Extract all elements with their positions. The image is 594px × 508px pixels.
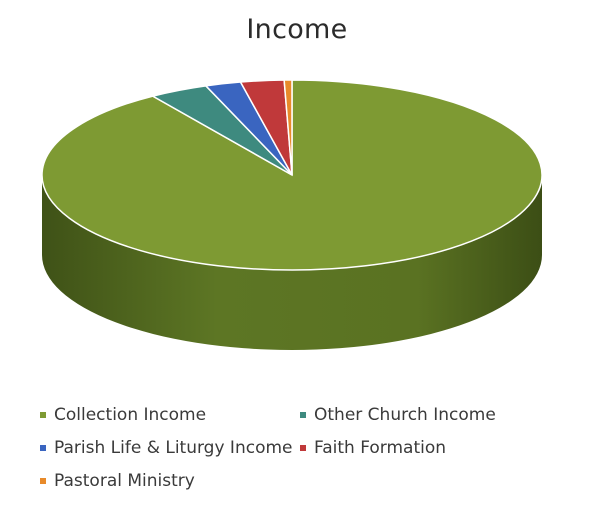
legend-label: Other Church Income <box>314 405 496 425</box>
legend-swatch <box>300 445 306 451</box>
legend-swatch <box>40 412 46 418</box>
legend-item: Parish Life & Liturgy Income <box>40 438 293 458</box>
chart-title: Income <box>246 14 348 45</box>
legend-swatch <box>40 445 46 451</box>
legend-label: Parish Life & Liturgy Income <box>54 438 293 458</box>
legend-item: Other Church Income <box>300 405 496 425</box>
legend-swatch <box>40 478 46 484</box>
legend-label: Faith Formation <box>314 438 447 458</box>
legend-item: Collection Income <box>40 405 206 425</box>
legend-swatch <box>300 412 306 418</box>
legend-label: Pastoral Ministry <box>54 471 195 491</box>
legend-label: Collection Income <box>54 405 207 425</box>
pie-slice-pastoral-ministry <box>283 79 293 176</box>
legend-item: Faith Formation <box>300 438 446 458</box>
pie-side-wall <box>42 175 542 350</box>
legend-item: Pastoral Ministry <box>40 471 195 491</box>
